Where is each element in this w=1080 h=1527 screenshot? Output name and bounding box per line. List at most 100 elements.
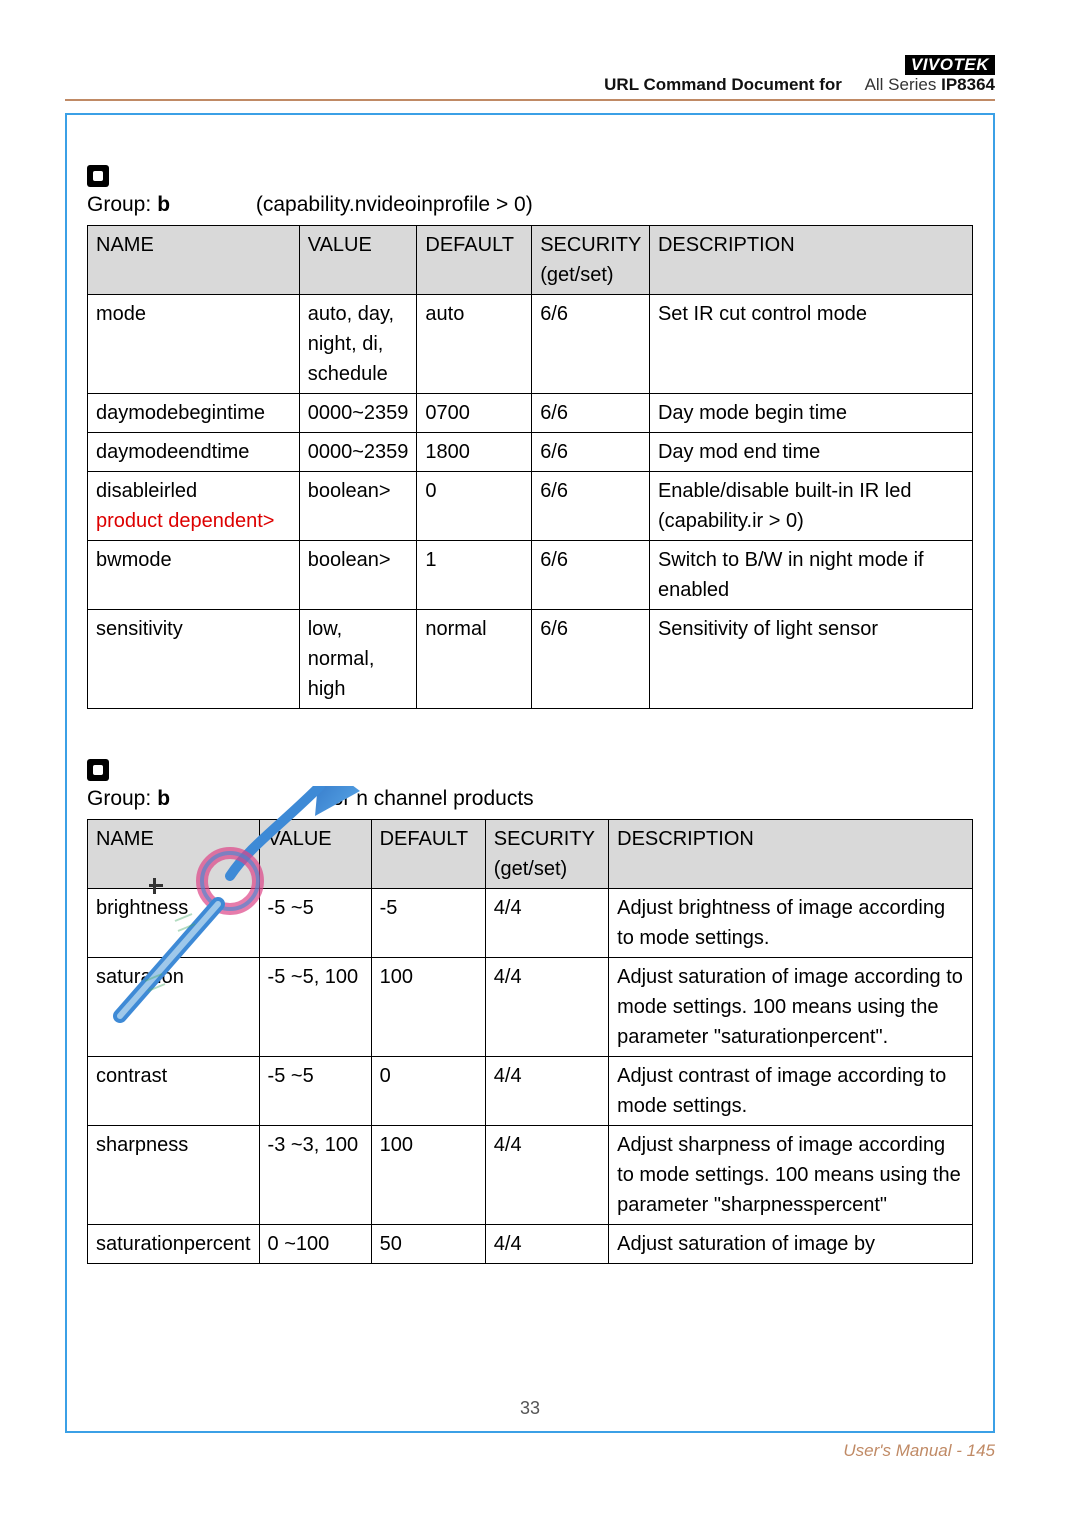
col-default: DEFAULT (417, 226, 532, 295)
cell-security: 4/4 (485, 958, 608, 1057)
cell-name: contrast (88, 1057, 260, 1126)
cell-description: Adjust brightness of image according to … (609, 889, 973, 958)
table-row: bwmodeboolean>16/6Switch to B/W in night… (88, 541, 973, 610)
col-value: VALUE (259, 820, 371, 889)
cell-security: 4/4 (485, 1057, 608, 1126)
cell-value: auto, day, night, di, schedule (299, 295, 417, 394)
cell-default: 0700 (417, 394, 532, 433)
col-security: SECURITY (get/set) (532, 226, 650, 295)
group-line-1: Group: b (capability.nvideoinprofile > 0) (87, 193, 973, 217)
cell-description: Adjust contrast of image according to mo… (609, 1057, 973, 1126)
table-header-row: NAME VALUE DEFAULT SECURITY (get/set) DE… (88, 226, 973, 295)
section-bullet-icon (87, 759, 109, 781)
col-name: NAME (88, 820, 260, 889)
cell-description: Sensitivity of light sensor (649, 610, 972, 709)
cell-security: 6/6 (532, 295, 650, 394)
cell-description: Enable/disable built-in IR led (capabili… (649, 472, 972, 541)
table-row: saturationpercent0 ~100504/4Adjust satur… (88, 1225, 973, 1264)
cell-value: low, normal, high (299, 610, 417, 709)
table-row: sensitivitylow, normal, highnormal6/6Sen… (88, 610, 973, 709)
group-condition: (capability.nvideoinprofile > 0) (256, 193, 533, 216)
doc-title-left: URL Command Document for (604, 75, 842, 94)
cell-security: 4/4 (485, 889, 608, 958)
cell-description: Adjust sharpness of image according to m… (609, 1126, 973, 1225)
doc-title: URL Command Document for All Series IP83… (65, 75, 995, 95)
cell-description: Day mod end time (649, 433, 972, 472)
table-ircut: NAME VALUE DEFAULT SECURITY (get/set) DE… (87, 225, 973, 709)
page-number-outer: User's Manual - 145 (65, 1441, 995, 1461)
cell-description: Switch to B/W in night mode if enabled (649, 541, 972, 610)
cell-default: 50 (371, 1225, 485, 1264)
cell-value: -5 ~5 (259, 889, 371, 958)
cell-security: 6/6 (532, 541, 650, 610)
col-name: NAME (88, 226, 300, 295)
table-row: contrast-5 ~504/4Adjust contrast of imag… (88, 1057, 973, 1126)
cell-value: 0000~2359 (299, 394, 417, 433)
doc-title-right: IP8364 (941, 75, 995, 94)
cell-name: daymodeendtime (88, 433, 300, 472)
table-image: NAME VALUE DEFAULT SECURITY (get/set) DE… (87, 819, 973, 1264)
section-bullet-icon (87, 165, 109, 187)
cell-security: 6/6 (532, 394, 650, 433)
cell-name: brightness (88, 889, 260, 958)
cell-security: 4/4 (485, 1126, 608, 1225)
col-default: DEFAULT (371, 820, 485, 889)
table-row: brightness-5 ~5-54/4Adjust brightness of… (88, 889, 973, 958)
cell-name: saturationpercent (88, 1225, 260, 1264)
cell-security: 6/6 (532, 472, 650, 541)
cell-description: Day mode begin time (649, 394, 972, 433)
col-value: VALUE (299, 226, 417, 295)
cell-security: 4/4 (485, 1225, 608, 1264)
cell-value: boolean> (299, 472, 417, 541)
cell-value: boolean> (299, 541, 417, 610)
cell-name: sharpness (88, 1126, 260, 1225)
group-bold: b (157, 787, 170, 810)
table-row: daymodeendtime0000~235918006/6Day mod en… (88, 433, 973, 472)
cell-value: -5 ~5 (259, 1057, 371, 1126)
cell-default: -5 (371, 889, 485, 958)
cell-default: 100 (371, 958, 485, 1057)
col-security: SECURITY (get/set) (485, 820, 608, 889)
cell-security: 6/6 (532, 610, 650, 709)
group-line-2: Group: b for n channel products (87, 787, 973, 811)
cell-default: 0 (417, 472, 532, 541)
header-rule (65, 99, 995, 101)
cell-name: disableirledproduct dependent> (88, 472, 300, 541)
cell-default: normal (417, 610, 532, 709)
cell-description: Set IR cut control mode (649, 295, 972, 394)
col-description: DESCRIPTION (609, 820, 973, 889)
cell-default: 0 (371, 1057, 485, 1126)
group-prefix: Group: (87, 787, 151, 810)
cell-value: -3 ~3, 100 (259, 1126, 371, 1225)
table-row: saturation-5 ~5, 1001004/4Adjust saturat… (88, 958, 973, 1057)
group-condition: for n channel products (326, 787, 534, 810)
col-description: DESCRIPTION (649, 226, 972, 295)
table-row: daymodebegintime0000~235907006/6Day mode… (88, 394, 973, 433)
table-row: disableirledproduct dependent>boolean>06… (88, 472, 973, 541)
cell-description: Adjust saturation of image according to … (609, 958, 973, 1057)
cell-security: 6/6 (532, 433, 650, 472)
cell-default: 1 (417, 541, 532, 610)
cell-default: auto (417, 295, 532, 394)
cell-name: saturation (88, 958, 260, 1057)
cell-name: bwmode (88, 541, 300, 610)
page-number-inner: 33 (67, 1398, 993, 1419)
content-frame: Group: b (capability.nvideoinprofile > 0)… (65, 113, 995, 1433)
cell-value: 0 ~100 (259, 1225, 371, 1264)
cell-value: -5 ~5, 100 (259, 958, 371, 1057)
cell-default: 100 (371, 1126, 485, 1225)
group-prefix: Group: (87, 193, 151, 216)
table-row: sharpness-3 ~3, 1001004/4Adjust sharpnes… (88, 1126, 973, 1225)
table-row: modeauto, day, night, di, scheduleauto6/… (88, 295, 973, 394)
brand-badge: VIVOTEK (905, 55, 995, 75)
doc-title-mid: All Series (865, 75, 937, 94)
cell-default: 1800 (417, 433, 532, 472)
cell-name: mode (88, 295, 300, 394)
cell-value: 0000~2359 (299, 433, 417, 472)
cell-name: daymodebegintime (88, 394, 300, 433)
cell-name-note: product dependent> (96, 510, 275, 532)
table-header-row: NAME VALUE DEFAULT SECURITY (get/set) DE… (88, 820, 973, 889)
cell-name: sensitivity (88, 610, 300, 709)
group-bold: b (157, 193, 170, 216)
cell-description: Adjust saturation of image by (609, 1225, 973, 1264)
